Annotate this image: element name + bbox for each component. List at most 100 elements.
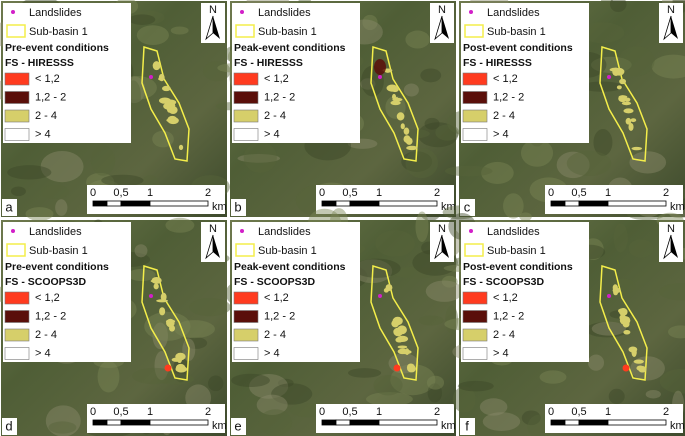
- scale-label: 0: [548, 187, 554, 199]
- legend-sub-basin: Sub-basin 1: [487, 245, 546, 257]
- panel-conditions: Post-event conditions: [463, 42, 573, 54]
- terrain-texture: [417, 122, 459, 148]
- scale-unit: km: [670, 420, 685, 432]
- legend-sub-basin: Sub-basin 1: [487, 26, 546, 38]
- terrain-texture: [90, 145, 116, 176]
- stability-patch: [150, 279, 161, 283]
- scale-segment: [149, 200, 209, 207]
- terrain-texture: [170, 26, 189, 35]
- legend-class-swatch: [233, 128, 259, 141]
- legend-sub-basin: Sub-basin 1: [29, 245, 88, 257]
- terrain-texture: [231, 373, 270, 388]
- unstable-patch: [622, 364, 630, 372]
- scale-segment: [550, 419, 566, 426]
- terrain-texture: [566, 150, 612, 177]
- legend-class-label: > 4: [264, 347, 280, 359]
- scale-segment: [578, 419, 609, 426]
- terrain-texture: [101, 174, 144, 187]
- north-arrow: [213, 235, 220, 258]
- legend-class-swatch: [462, 72, 488, 86]
- legend-landslide-symbol: [11, 10, 15, 14]
- terrain-texture: [55, 199, 68, 216]
- terrain-texture: [375, 230, 416, 257]
- scale-segment: [120, 200, 151, 207]
- scale-label: 1: [376, 406, 382, 418]
- scale-box: [316, 185, 454, 214]
- legend-landslide-symbol: [240, 10, 244, 14]
- terrain-texture: [581, 81, 624, 92]
- legend-class-swatch: [462, 328, 488, 342]
- scale-segment: [349, 419, 380, 426]
- scale-label: 2: [663, 406, 669, 418]
- scale-label: 2: [205, 187, 211, 199]
- terrain-texture: [365, 392, 413, 407]
- terrain-texture: [40, 150, 84, 183]
- landslide-point: [607, 75, 611, 79]
- panel-letter: e: [234, 418, 241, 433]
- terrain-texture: [202, 61, 231, 82]
- legend-landslide-symbol: [240, 229, 244, 233]
- panel-letter: b: [234, 199, 241, 214]
- scale-label: 2: [663, 187, 669, 199]
- stability-patch: [152, 61, 161, 71]
- terrain-texture: [613, 223, 628, 253]
- stability-patch: [638, 366, 647, 373]
- legend-class-label: 2 - 4: [35, 329, 57, 341]
- scale-segment: [106, 419, 122, 426]
- terrain-texture: [630, 356, 665, 381]
- scale-label: 1: [147, 187, 153, 199]
- stability-patch: [159, 307, 166, 316]
- panel-model: FS - SCOOPS3D: [234, 276, 316, 288]
- legend-basin-symbol: [235, 24, 255, 38]
- legend-sub-basin: Sub-basin 1: [258, 26, 317, 38]
- map-panel: Landslides Sub-basin 1 Pre-event condition…: [0, 0, 231, 221]
- terrain-texture: [157, 373, 194, 385]
- legend-class-label: < 1,2: [264, 292, 289, 304]
- legend-class-swatch: [233, 310, 259, 323]
- terrain-texture: [152, 130, 174, 148]
- north-arrow: [442, 235, 449, 258]
- scale-label: 0,5: [571, 187, 586, 199]
- terrain-texture: [445, 305, 459, 335]
- north-label: N: [667, 4, 675, 16]
- north-arrow: [671, 16, 678, 39]
- panel-model: FS - SCOOPS3D: [5, 276, 87, 288]
- legend-class-label: 1,2 - 2: [493, 91, 524, 103]
- legend-class-swatch: [4, 310, 30, 323]
- legend-class-swatch: [4, 291, 30, 305]
- stability-patch: [396, 112, 405, 121]
- legend-class-label: 2 - 4: [264, 329, 286, 341]
- terrain-texture: [40, 185, 70, 199]
- legend-landslides: Landslides: [29, 226, 82, 238]
- panel-model: FS - HIRESSS: [5, 57, 74, 69]
- terrain-texture: [243, 141, 277, 173]
- stability-patch: [175, 365, 188, 373]
- stability-patch: [623, 108, 634, 114]
- unstable-patch: [374, 59, 386, 75]
- scale-label: 0: [319, 187, 325, 199]
- legend-class-label: < 1,2: [264, 73, 289, 85]
- north-arrow: [671, 235, 678, 258]
- legend-landslides: Landslides: [487, 7, 540, 19]
- stability-patch: [618, 308, 627, 314]
- panel-model: FS - HIRESSS: [234, 57, 303, 69]
- scale-unit: km: [441, 201, 456, 213]
- legend-class-label: 2 - 4: [493, 110, 515, 122]
- terrain-texture: [277, 378, 294, 388]
- north-label: N: [438, 223, 446, 235]
- terrain-texture: [658, 283, 685, 301]
- terrain-texture: [362, 14, 378, 31]
- panel-model: FS - HIRESSS: [463, 57, 532, 69]
- legend-sub-basin: Sub-basin 1: [29, 26, 88, 38]
- legend-class-label: 1,2 - 2: [493, 310, 524, 322]
- stability-patch: [160, 292, 167, 302]
- terrain-texture: [420, 68, 442, 83]
- terrain-texture: [258, 409, 293, 436]
- map-panel: Landslides Sub-basin 1 Post-event conditio…: [443, 212, 685, 436]
- terrain-texture: [585, 321, 630, 338]
- terrain-texture: [237, 154, 281, 163]
- legend-basin-symbol: [464, 243, 484, 257]
- legend-class-swatch: [233, 91, 259, 104]
- stability-patch: [158, 73, 165, 82]
- scale-label: 0: [319, 406, 325, 418]
